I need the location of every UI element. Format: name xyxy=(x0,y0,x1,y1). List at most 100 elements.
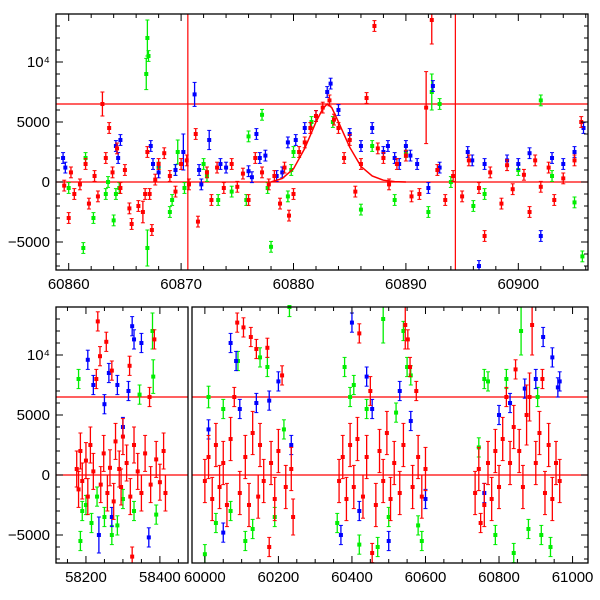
marker xyxy=(476,264,481,269)
data-point-red xyxy=(377,428,382,474)
x-tick-label: 61000 xyxy=(552,569,594,586)
data-point-green xyxy=(348,386,353,408)
data-point-green xyxy=(485,371,490,392)
data-point-red xyxy=(550,476,555,522)
data-point-green xyxy=(81,242,86,254)
marker xyxy=(147,192,152,197)
data-point-blue xyxy=(358,140,363,152)
data-point-red xyxy=(280,365,285,386)
data-point-green xyxy=(358,203,363,216)
data-point-green xyxy=(250,518,255,540)
marker xyxy=(435,168,440,173)
data-point-red xyxy=(408,356,413,378)
marker xyxy=(493,449,498,454)
marker xyxy=(250,527,255,532)
marker xyxy=(291,192,296,197)
data-point-green xyxy=(175,139,180,165)
data-point-blue xyxy=(151,158,156,170)
marker xyxy=(85,494,90,499)
marker xyxy=(276,379,281,384)
data-point-red xyxy=(246,482,251,528)
data-point-blue xyxy=(263,149,268,162)
marker xyxy=(246,169,251,174)
marker xyxy=(72,192,77,197)
data-point-blue xyxy=(386,530,391,552)
data-point-red xyxy=(358,158,363,170)
marker xyxy=(285,194,290,199)
marker xyxy=(126,389,131,394)
data-point-red xyxy=(394,158,399,170)
marker xyxy=(320,105,325,110)
marker xyxy=(261,479,266,484)
data-point-red xyxy=(267,536,272,558)
y-tick-label: 0 xyxy=(42,174,50,191)
marker xyxy=(347,138,352,143)
marker xyxy=(107,465,112,470)
marker xyxy=(289,467,294,472)
marker xyxy=(280,373,285,378)
marker xyxy=(235,320,240,325)
data-point-blue xyxy=(508,392,513,414)
data-point-blue xyxy=(397,380,402,402)
marker xyxy=(308,126,313,131)
x-tick-label: 60000 xyxy=(184,569,226,586)
data-point-red xyxy=(364,434,369,480)
marker xyxy=(482,162,487,167)
x-tick-label: 58200 xyxy=(65,569,107,586)
marker xyxy=(473,491,478,496)
data-point-red xyxy=(86,197,91,210)
data-point-green xyxy=(416,515,421,536)
marker xyxy=(102,402,107,407)
marker xyxy=(173,168,178,173)
marker xyxy=(430,84,435,89)
data-point-green xyxy=(351,374,356,396)
data-point-red xyxy=(405,329,410,350)
data-point-red xyxy=(127,355,132,376)
marker xyxy=(546,443,551,448)
marker xyxy=(550,174,555,179)
data-point-red xyxy=(221,182,226,194)
y-tick-label: 10⁴ xyxy=(27,347,50,364)
data-point-red xyxy=(115,142,120,155)
marker xyxy=(524,413,529,418)
marker xyxy=(228,509,233,514)
marker xyxy=(101,451,106,456)
data-point-red xyxy=(552,194,557,206)
marker xyxy=(109,515,114,520)
data-point-red xyxy=(527,372,532,422)
marker xyxy=(283,485,288,490)
data-point-red xyxy=(282,161,287,174)
marker xyxy=(381,156,386,161)
marker xyxy=(497,485,502,490)
data-point-red xyxy=(355,416,360,462)
marker xyxy=(269,244,274,249)
data-point-red xyxy=(416,434,421,480)
data-point-red xyxy=(538,180,543,193)
data-point-red xyxy=(533,440,538,486)
marker xyxy=(129,222,134,227)
marker xyxy=(104,339,109,344)
data-point-green xyxy=(285,190,290,203)
marker xyxy=(580,254,585,259)
data-point-red xyxy=(546,422,551,468)
marker xyxy=(254,347,259,352)
data-point-green xyxy=(370,140,375,152)
marker xyxy=(364,407,369,412)
marker xyxy=(287,213,292,218)
data-point-green xyxy=(375,536,380,558)
data-point-red xyxy=(424,71,429,145)
marker xyxy=(344,497,349,502)
marker xyxy=(357,509,362,514)
marker xyxy=(167,210,172,215)
marker xyxy=(403,153,408,158)
marker xyxy=(113,144,118,149)
data-point-red xyxy=(289,446,294,492)
marker xyxy=(213,443,218,448)
data-point-red xyxy=(237,470,242,516)
marker xyxy=(81,246,86,251)
data-point-green xyxy=(437,98,442,110)
data-point-green xyxy=(493,524,498,546)
data-point-blue xyxy=(106,362,111,384)
marker xyxy=(173,189,178,194)
marker xyxy=(109,368,114,373)
